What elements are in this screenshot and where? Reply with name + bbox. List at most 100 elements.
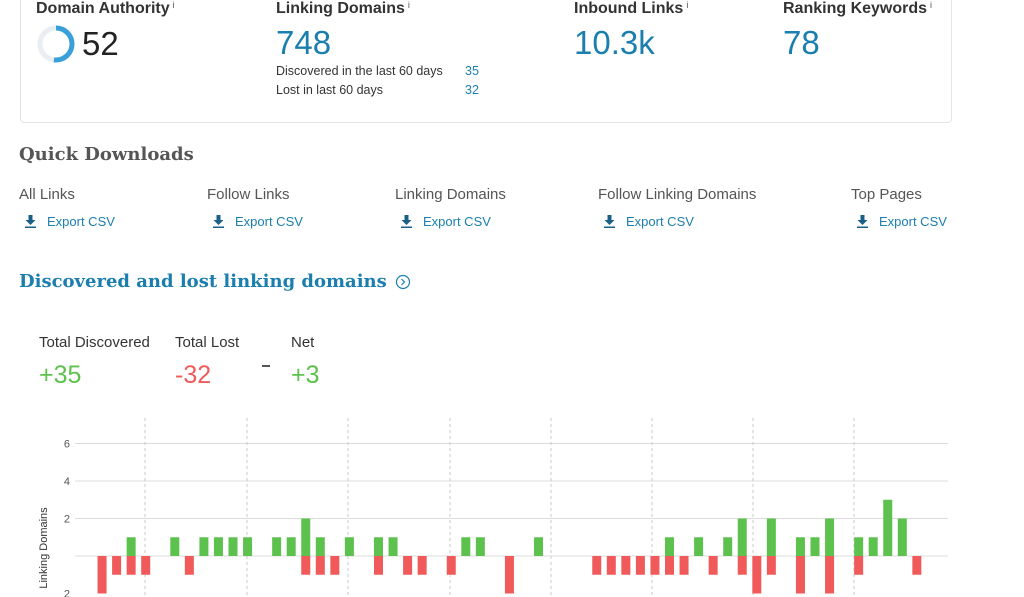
linking-domains-label: Linking Domains	[276, 0, 405, 17]
discovered-value[interactable]: 35	[465, 64, 479, 78]
download-label: All Links	[19, 186, 75, 203]
lost-label: Lost in last 60 days	[276, 83, 384, 97]
domain-authority-value: 52	[82, 25, 119, 62]
lost-bar	[374, 556, 383, 575]
lost-bar	[97, 556, 107, 594]
info-icon[interactable]: i	[407, 0, 410, 10]
download-label: Linking Domains	[395, 186, 506, 203]
info-icon[interactable]: i	[930, 0, 933, 10]
export-csv-link[interactable]: Export CSV	[401, 214, 506, 229]
download-label: Follow Links	[207, 186, 290, 203]
net-stat: Net +3	[291, 334, 320, 390]
download-label: Top Pages	[851, 186, 922, 203]
y-tick-label: 2	[64, 514, 70, 526]
download-top-pages: Top Pages Export CSV	[851, 186, 947, 229]
lost-bar	[854, 556, 864, 575]
lost-bar	[301, 556, 311, 575]
download-icon	[25, 215, 36, 228]
total-lost-value: -32	[175, 361, 212, 389]
discovered-bar	[374, 537, 383, 556]
discovered-bar	[199, 537, 209, 556]
lost-bar	[665, 556, 674, 575]
domain-authority-metric: Domain Authority i 52	[36, 0, 175, 64]
discovered-bar	[737, 518, 747, 556]
export-csv-label: Export CSV	[626, 214, 694, 229]
discovered-label: Discovered in the last 60 days	[276, 64, 443, 78]
discovered-lost-title: Discovered and lost linking domains	[19, 271, 411, 292]
discovered-bar	[766, 518, 776, 556]
discovered-bar	[534, 537, 544, 556]
download-linking-domains: Linking Domains Export CSV	[395, 186, 506, 229]
export-csv-label: Export CSV	[879, 214, 947, 229]
lost-bar	[126, 556, 136, 575]
inbound-links-value: 10.3k	[574, 24, 655, 61]
lost-bar	[795, 556, 805, 594]
export-csv-link[interactable]: Export CSV	[213, 214, 303, 229]
section-title-text: Discovered and lost linking domains	[19, 271, 387, 292]
lost-bar	[621, 556, 631, 575]
info-icon[interactable]: i	[172, 0, 175, 10]
lost-bar	[635, 556, 645, 575]
metrics-card: Domain Authority i 52 Linking Domains i 74…	[20, 0, 952, 123]
lost-bar	[330, 556, 340, 575]
export-csv-link[interactable]: Export CSV	[25, 214, 115, 229]
total-discovered-stat: Total Discovered +35	[39, 334, 150, 390]
linking-domains-metric: Linking Domains i 748 Discovered in the l…	[276, 0, 479, 97]
total-lost-label: Total Lost	[175, 334, 240, 351]
discovered-bar	[286, 537, 296, 556]
export-csv-label: Export CSV	[47, 214, 115, 229]
download-icon	[857, 215, 868, 228]
download-icon	[213, 215, 224, 228]
lost-bar	[446, 556, 456, 575]
inbound-links-label: Inbound Links	[574, 0, 684, 17]
discovered-bar	[301, 518, 311, 556]
linking-domains-value: 748	[276, 24, 332, 61]
download-label: Follow Linking Domains	[598, 186, 757, 203]
discovered-bar	[897, 518, 907, 556]
lost-bar	[592, 556, 602, 575]
lost-bar	[737, 556, 747, 575]
help-circle-icon[interactable]	[395, 274, 411, 290]
total-discovered-value: +35	[39, 361, 82, 389]
export-csv-link[interactable]: Export CSV	[604, 214, 756, 229]
total-discovered-label: Total Discovered	[39, 334, 150, 351]
y-tick-label: 6	[64, 439, 70, 451]
lost-bar	[141, 556, 151, 575]
export-csv-link[interactable]: Export CSV	[857, 214, 947, 229]
export-csv-label: Export CSV	[423, 214, 491, 229]
lost-bar	[752, 556, 762, 594]
lost-value[interactable]: 32	[465, 83, 479, 97]
discovered-bar	[475, 537, 485, 556]
download-follow-links: Follow Links Export CSV	[207, 186, 303, 229]
discovered-bar	[723, 537, 733, 556]
discovered-bar	[126, 537, 136, 556]
lost-bar	[504, 556, 514, 594]
discovered-bar	[795, 537, 805, 556]
lost-bar	[417, 556, 427, 575]
lost-bar	[766, 556, 776, 575]
net-label: Net	[291, 334, 315, 351]
discovered-bar	[810, 537, 820, 556]
total-lost-stat: Total Lost -32	[175, 334, 239, 390]
download-all-links: All Links Export CSV	[19, 186, 115, 229]
discovered-bar	[228, 537, 238, 556]
discovered-bar	[883, 499, 893, 556]
download-follow-linking-domains: Follow Linking Domains Export CSV	[598, 186, 756, 229]
lost-bar	[912, 556, 922, 575]
discovered-bar	[272, 537, 282, 556]
info-icon[interactable]: i	[686, 0, 689, 10]
separator-dash	[262, 365, 270, 367]
discovered-bar	[665, 537, 674, 556]
discovered-bar	[388, 537, 398, 556]
y-axis-label: Linking Domains	[38, 507, 50, 589]
discovered-bar	[243, 537, 253, 556]
inbound-links-metric: Inbound Links i 10.3k	[574, 0, 688, 62]
discovered-bar	[213, 537, 223, 556]
lost-bar	[708, 556, 718, 575]
lost-bar	[112, 556, 122, 575]
download-icon	[401, 215, 412, 228]
discovered-bar	[694, 537, 704, 556]
discovered-bar	[315, 537, 325, 556]
lost-bar	[315, 556, 325, 575]
discovered-bar	[170, 537, 180, 556]
